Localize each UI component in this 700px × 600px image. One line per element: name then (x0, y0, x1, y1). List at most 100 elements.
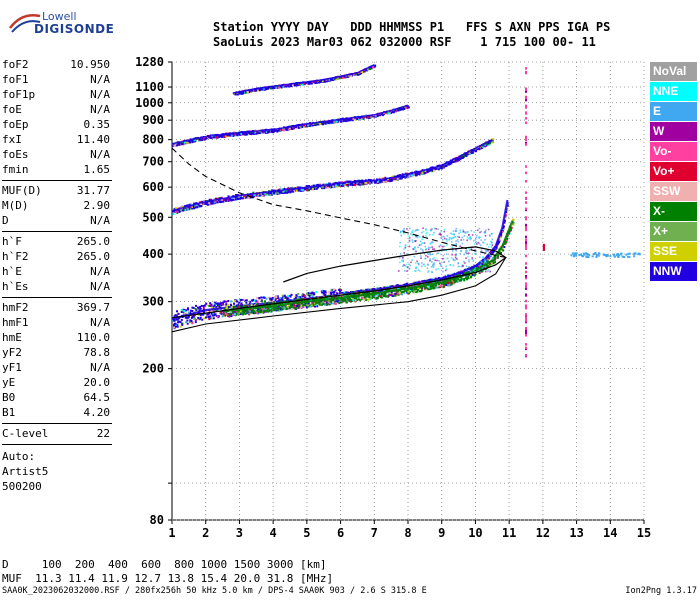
echo-point (190, 203, 193, 206)
echo-point (322, 123, 324, 126)
echo-point (234, 196, 237, 199)
echo-point (248, 302, 251, 305)
x-tick-label: 4 (270, 526, 277, 540)
echo-point (307, 294, 310, 297)
echo-point (215, 302, 218, 305)
param-row: hmF2 369.7 (2, 301, 110, 315)
echo-point (375, 115, 378, 118)
param-separator (2, 297, 112, 298)
echo-point (213, 301, 216, 304)
param-value: N/A (90, 148, 110, 161)
echo-point (189, 309, 192, 312)
echo-point (418, 173, 421, 175)
echo-point (184, 141, 186, 144)
echo-point (180, 308, 183, 311)
echo-point (220, 302, 222, 305)
echo-point (314, 305, 316, 308)
echo-point (324, 291, 327, 294)
echo-point (330, 121, 333, 124)
echo-point (357, 183, 360, 186)
param-name: fmin (2, 163, 29, 176)
echo-point (356, 183, 359, 186)
echo-point (173, 145, 176, 147)
echo-point (340, 289, 343, 292)
echo-point (183, 142, 186, 145)
echo-point (339, 120, 342, 123)
param-row: foEp 0.35 (2, 118, 110, 132)
echo-point (404, 286, 407, 289)
echo-point (260, 308, 262, 311)
echo-point (201, 137, 204, 140)
echo-point (472, 149, 475, 152)
param-name: foF1p (2, 88, 36, 101)
echo-point (281, 129, 284, 132)
echo-point (303, 83, 306, 86)
echo-point (344, 119, 347, 122)
echo-point (295, 126, 297, 129)
echo-point (247, 196, 250, 199)
echo-point (310, 82, 312, 85)
echo-point (273, 296, 276, 299)
echo-point (224, 198, 227, 201)
echo-point (324, 186, 327, 188)
echo-point (358, 71, 361, 74)
echo-point (328, 121, 331, 124)
param-name: D (2, 214, 9, 227)
x-tick-label: 9 (438, 526, 445, 540)
echo-point (189, 204, 192, 206)
echo-point (429, 287, 432, 290)
echo-point (364, 181, 367, 184)
param-value: 78.8 (83, 346, 111, 359)
echo-point (288, 127, 291, 130)
echo-point (258, 297, 261, 299)
echo-point (381, 114, 384, 117)
echo-point (256, 296, 259, 299)
echo-point (269, 297, 272, 300)
echo-point (348, 183, 351, 186)
echo-point (462, 272, 465, 275)
echo-point (297, 186, 300, 189)
echo-point (401, 108, 404, 111)
echo-point (291, 190, 294, 193)
echo-point (250, 133, 253, 136)
echo-point (243, 196, 246, 199)
echo-point (251, 89, 254, 92)
param-value: 1.65 (83, 163, 111, 176)
echo-point (305, 185, 308, 188)
echo-point (433, 169, 435, 172)
echo-point (299, 298, 302, 301)
echo-point (429, 169, 432, 172)
echo-point (357, 290, 360, 293)
echo-point (334, 302, 337, 305)
echo-point (293, 298, 296, 301)
param-name: foE (2, 103, 22, 116)
echo-point (421, 171, 424, 174)
echo-point (175, 211, 178, 213)
echo-point (253, 193, 256, 196)
x-tick-label: 3 (236, 526, 243, 540)
echo-point (224, 135, 227, 138)
echo-point (213, 310, 216, 313)
echo-point (506, 204, 509, 207)
echo-point (295, 303, 297, 306)
echo-point (347, 184, 349, 187)
echo-point (208, 198, 211, 201)
echo-point (390, 179, 393, 182)
param-value: 2.90 (83, 199, 111, 212)
digisonde-logo: Lowell DIGISONDE (4, 6, 114, 46)
echo-point (263, 302, 266, 305)
echo-point (451, 276, 454, 278)
echo-point (189, 311, 192, 314)
echo-point (452, 161, 455, 163)
echo-point (253, 89, 255, 92)
echo-point (358, 183, 361, 186)
param-value: N/A (90, 103, 110, 116)
echo-point (261, 192, 264, 195)
echo-point (330, 288, 333, 291)
legend-item-noval: NoVal (650, 62, 697, 81)
echo-point (274, 192, 277, 195)
echo-point (276, 85, 279, 88)
echo-point (323, 187, 325, 190)
echo-point (204, 202, 207, 205)
param-name: C-level (2, 427, 49, 440)
